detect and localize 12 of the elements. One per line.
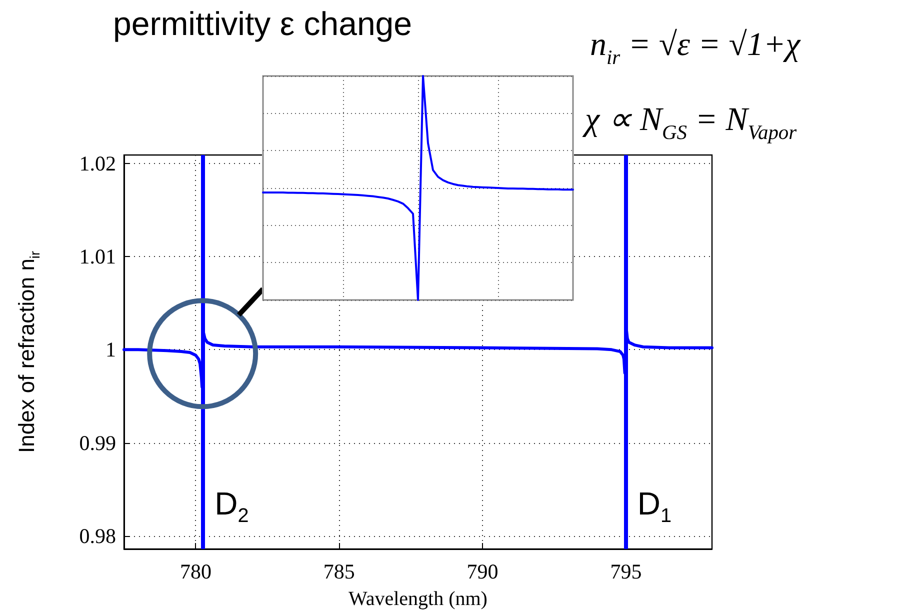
y-axis-title: Index of refraction nir [14,250,42,454]
y-tick-label: 0.98 [79,524,116,548]
x-tick-label: 785 [323,560,355,584]
x-axis-title: Wavelength (nm) [348,588,488,610]
x-tick-label: 780 [180,560,212,584]
x-tick-label: 795 [610,560,642,584]
y-tick-label: 1.02 [79,151,116,176]
y-tick-label: 1.01 [79,244,116,269]
y-tick-label: 0.99 [79,430,116,455]
x-tick-label: 790 [466,560,498,584]
y-tick-label: 1 [106,338,116,362]
chart-title: permittivity ε change [113,5,412,42]
